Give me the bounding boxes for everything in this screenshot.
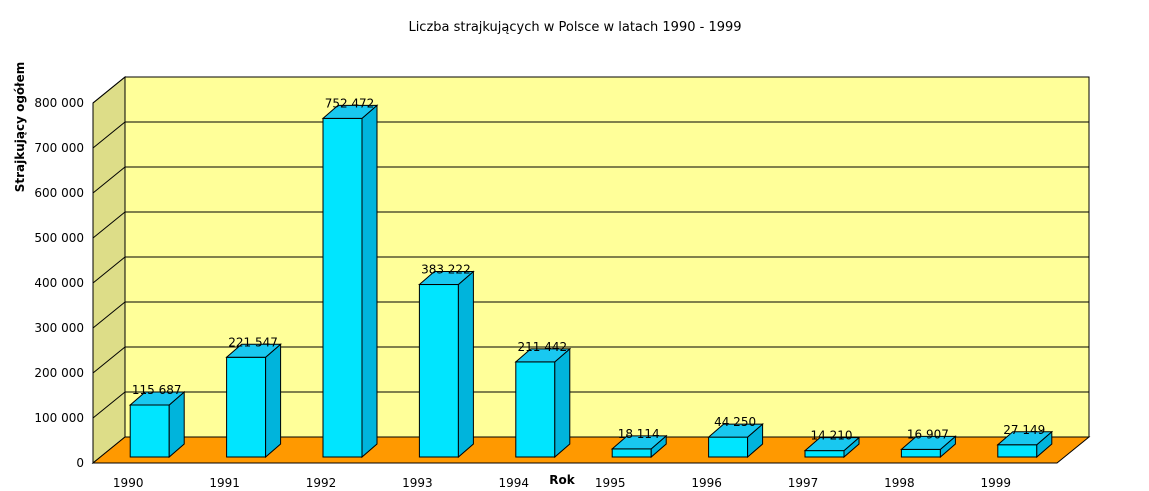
x-tick-label: 1993 bbox=[402, 476, 433, 490]
x-tick-label: 1999 bbox=[981, 476, 1012, 490]
bar-1995 bbox=[610, 434, 668, 459]
data-label: 14 210 bbox=[811, 429, 853, 443]
bar-side bbox=[361, 104, 378, 459]
y-tick-label: 800 000 bbox=[34, 96, 84, 110]
gridline-side bbox=[92, 211, 126, 239]
y-tick-label: 300 000 bbox=[34, 321, 84, 335]
x-tick-label: 1992 bbox=[306, 476, 337, 490]
x-tick-label: 1998 bbox=[884, 476, 915, 490]
bar-top bbox=[707, 423, 764, 438]
axes: 0 100 000 200 000 300 000 400 000 500 000 600 … bbox=[34, 96, 1011, 490]
data-label: 211 442 bbox=[517, 340, 567, 354]
bar-1999 bbox=[996, 430, 1054, 459]
bar-top bbox=[996, 431, 1054, 446]
x-tick-label: 1996 bbox=[691, 476, 722, 490]
gridline-side bbox=[92, 301, 126, 329]
gridline-side bbox=[92, 166, 126, 194]
bar-front bbox=[226, 356, 267, 458]
bar-top bbox=[610, 435, 668, 450]
bar-1998 bbox=[900, 435, 957, 459]
bar-top bbox=[803, 437, 861, 452]
bar-1992 bbox=[321, 104, 379, 459]
bar-front bbox=[611, 448, 652, 458]
y-tick-label: 700 000 bbox=[34, 141, 84, 155]
data-label: 383 222 bbox=[421, 263, 471, 277]
x-tick-label: 1990 bbox=[113, 476, 144, 490]
bar-front bbox=[804, 450, 845, 458]
gridline-side bbox=[92, 346, 126, 374]
bar-top bbox=[514, 348, 572, 363]
data-label: 27 149 bbox=[1003, 423, 1045, 437]
x-tick-label: 1997 bbox=[788, 476, 819, 490]
bar-side bbox=[554, 347, 571, 459]
x-tick-label: 1994 bbox=[499, 476, 530, 490]
gridline-side bbox=[92, 391, 126, 419]
bar-side bbox=[265, 343, 282, 459]
y-tick-label: 400 000 bbox=[34, 276, 84, 290]
data-label: 752 472 bbox=[325, 96, 375, 110]
y-tick-label: 100 000 bbox=[34, 411, 84, 425]
bar-front bbox=[322, 117, 363, 458]
data-label: 44 250 bbox=[714, 415, 756, 429]
y-tick-label: 0 bbox=[76, 456, 84, 470]
bar-front bbox=[708, 436, 749, 458]
y-axis-title: Strajkujący ogółem bbox=[13, 62, 27, 193]
y-tick-label: 200 000 bbox=[34, 366, 84, 380]
data-label: 115 687 bbox=[132, 383, 182, 397]
bar-top bbox=[418, 271, 475, 286]
bar-1993 bbox=[418, 270, 475, 459]
bar-front bbox=[515, 361, 556, 458]
data-labels: 115 687 221 547 752 472 383 222 211 442 18 11… bbox=[132, 96, 1045, 442]
x-tick-label: 1995 bbox=[595, 476, 626, 490]
bar-side bbox=[457, 270, 474, 459]
gridline-side bbox=[92, 121, 126, 149]
gridlines bbox=[92, 76, 1089, 419]
bars bbox=[128, 104, 1054, 459]
x-tick-label: 1991 bbox=[209, 476, 240, 490]
chart-title: Liczba strajkujących w Polsce w latach 1… bbox=[408, 20, 741, 35]
bar-top bbox=[128, 391, 186, 406]
bar-1994 bbox=[514, 347, 572, 459]
bar-top bbox=[900, 435, 957, 450]
data-label: 18 114 bbox=[618, 427, 660, 441]
bar-1991 bbox=[225, 343, 282, 459]
bar-front bbox=[418, 284, 459, 458]
bar-top bbox=[225, 343, 282, 358]
data-label: 16 907 bbox=[907, 427, 949, 441]
bar-front bbox=[997, 444, 1038, 458]
gridline-side bbox=[92, 256, 126, 284]
bar-1990 bbox=[128, 390, 186, 459]
data-label: 221 547 bbox=[228, 335, 278, 349]
y-tick-label: 500 000 bbox=[34, 231, 84, 245]
bar-1997 bbox=[803, 436, 861, 459]
bar-top bbox=[321, 104, 379, 119]
bar-1996 bbox=[707, 422, 764, 459]
y-tick-label: 600 000 bbox=[34, 186, 84, 200]
x-axis-title: Rok bbox=[549, 473, 575, 487]
bar-front bbox=[900, 448, 941, 458]
gridline-side bbox=[92, 76, 126, 104]
bar-front bbox=[129, 404, 170, 458]
